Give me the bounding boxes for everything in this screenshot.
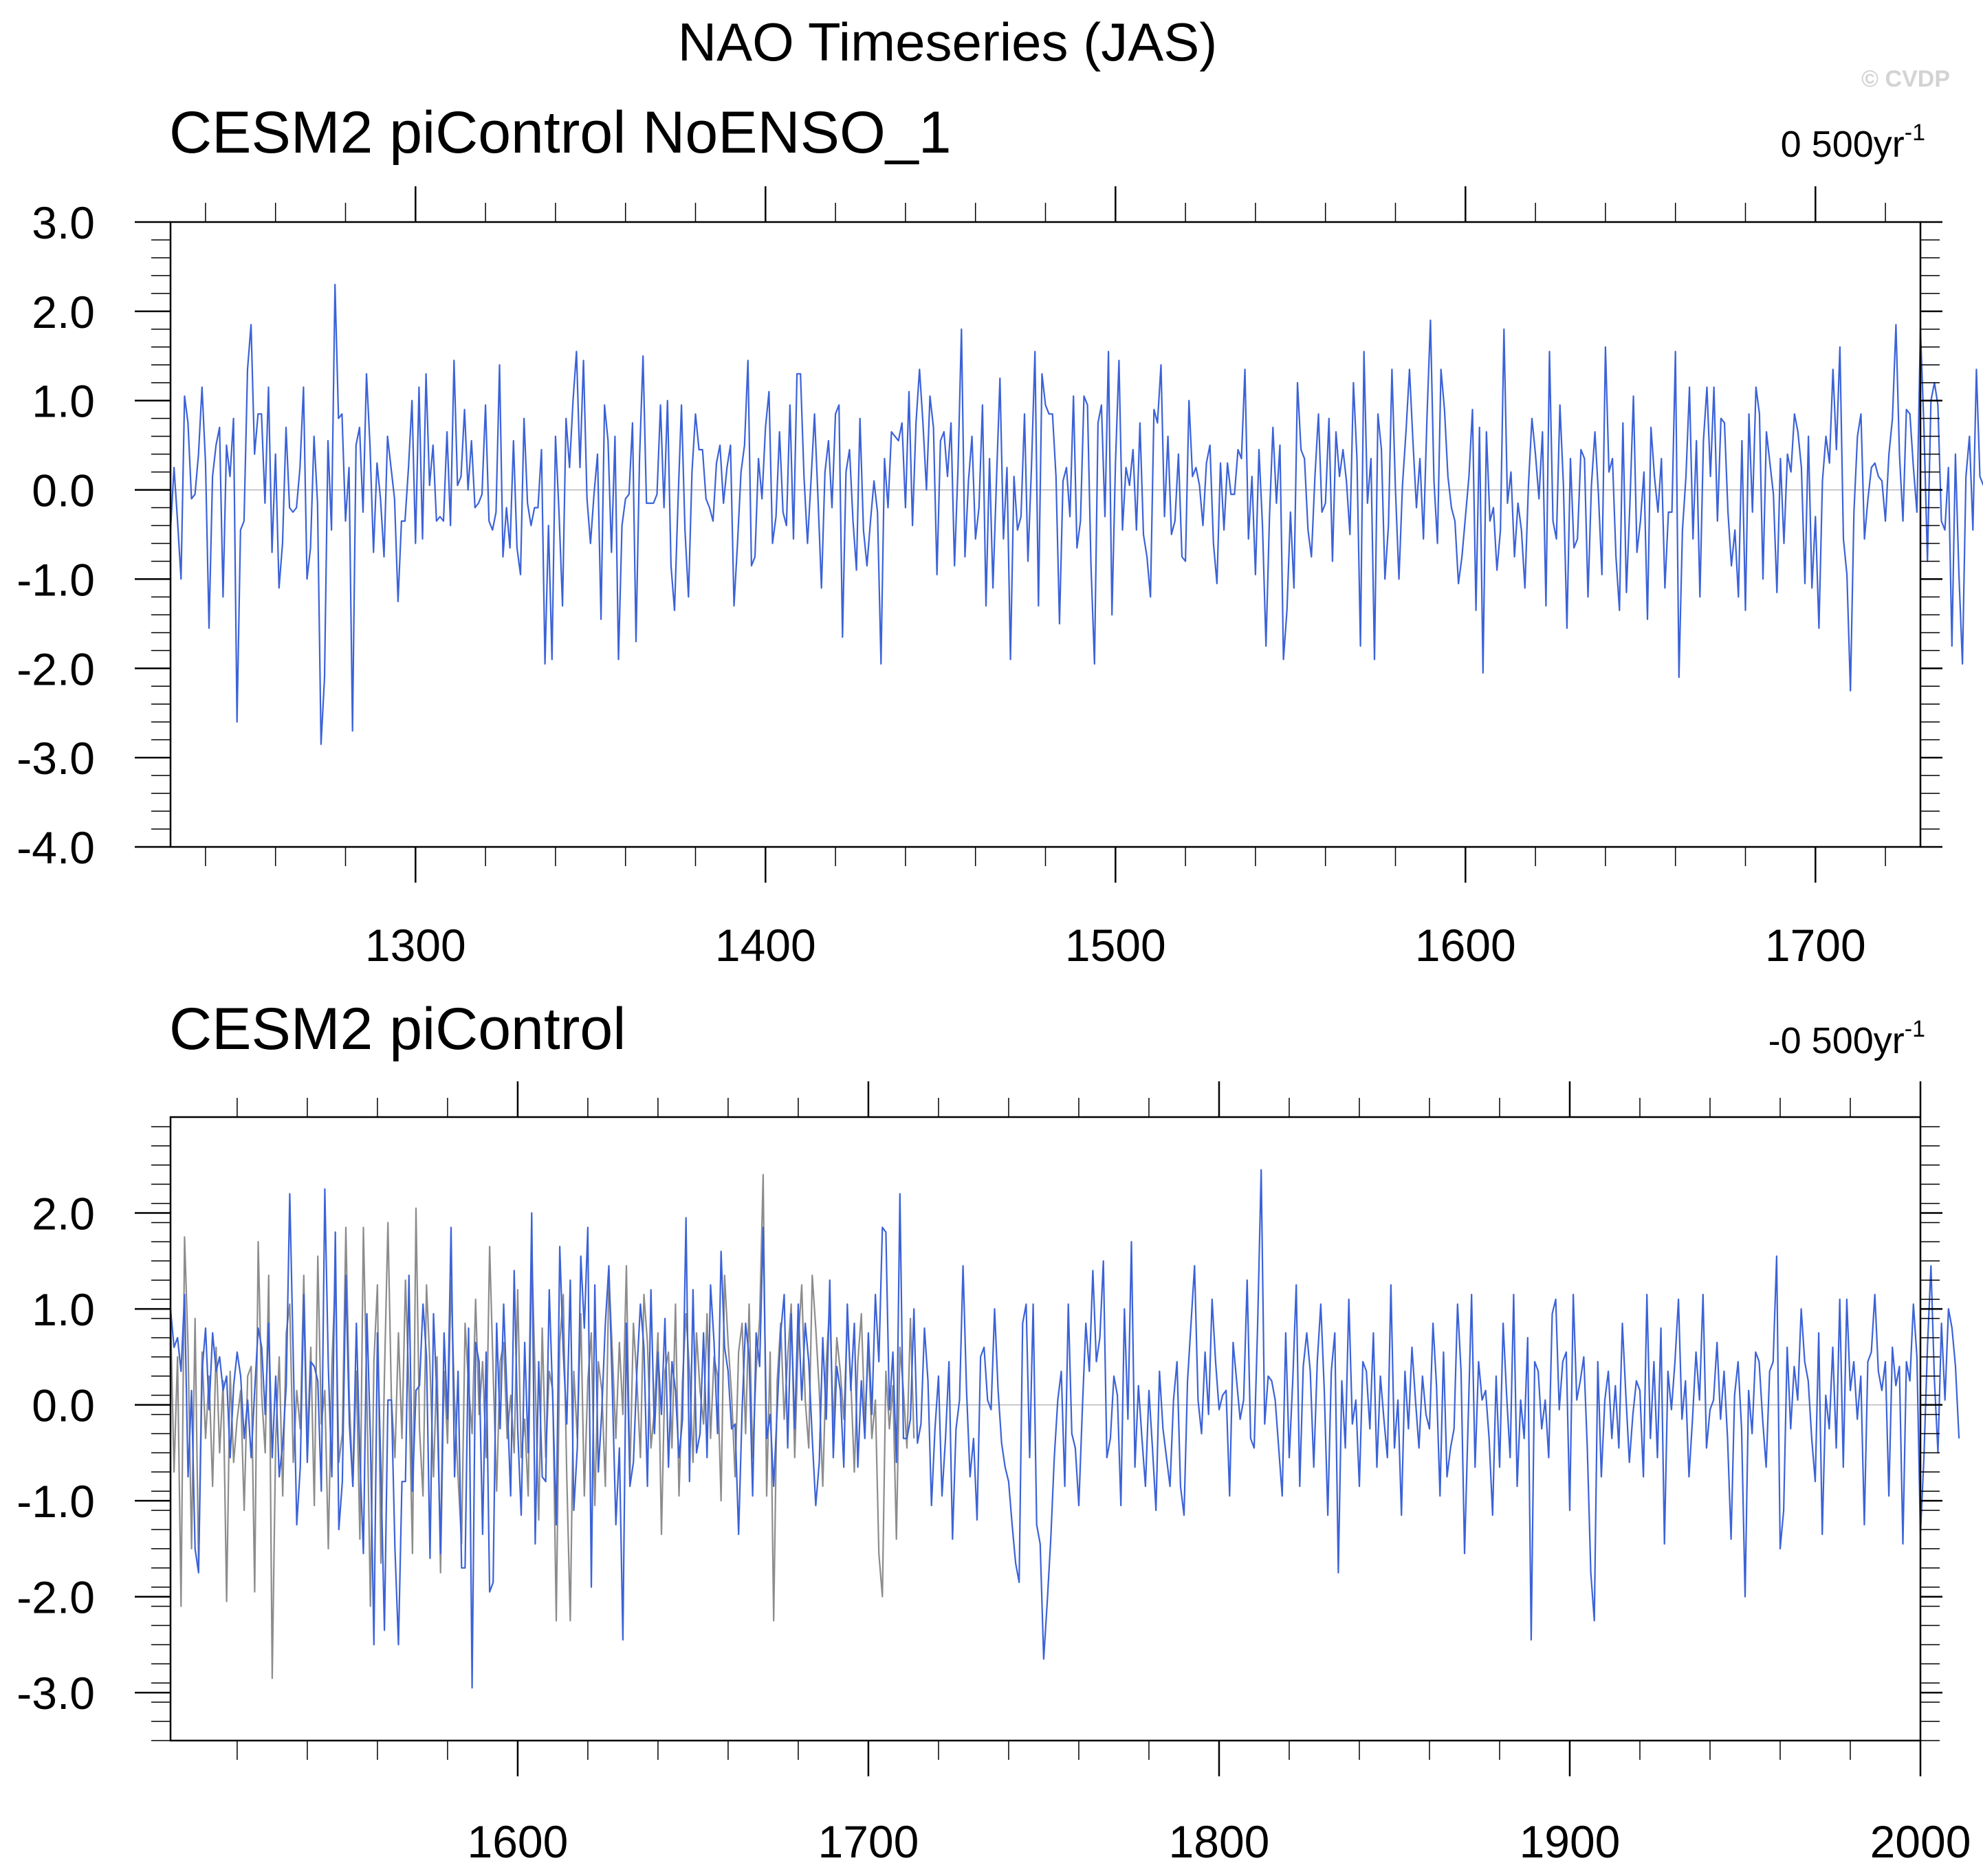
figure-title: NAO Timeseries (JAS): [678, 12, 1217, 72]
panel-2-title: CESM2 piControl: [169, 996, 626, 1062]
panel-2-ytick-label: -1.0: [17, 1476, 95, 1527]
panel-1-ticks: [135, 186, 1942, 883]
panel-1-ytick-label: -1.0: [17, 554, 95, 605]
panel-2-ytick-label: -3.0: [17, 1668, 95, 1719]
panel-2-ticks: [135, 1081, 1942, 1776]
panel-1-xtick-label: 1700: [1765, 920, 1866, 971]
panel-2-trend-value: -0 500yr: [1768, 1020, 1905, 1061]
panel-1-title: CESM2 piControl NoENSO_1: [169, 100, 952, 166]
panel-1-ytick-label: 2.0: [32, 287, 95, 338]
panel-1-ytick-label: -3.0: [17, 733, 95, 784]
panel-2-series-2-line: [169, 1169, 1960, 1689]
panel-1: CESM2 piControl NoENSO_1 0 500yr-1 -4.0-…: [17, 100, 1983, 971]
panel-1-ytick-label: 1.0: [32, 376, 95, 427]
panel-1-frame: [169, 221, 1922, 848]
panel-2-xtick-label: 1800: [1169, 1816, 1270, 1867]
panel-1-xtick-label: 1500: [1065, 920, 1166, 971]
panel-1-ytick-label: 3.0: [32, 197, 95, 248]
panel-2-ytick-label: -2.0: [17, 1572, 95, 1623]
panel-1-ytick-label: -2.0: [17, 643, 95, 694]
copyright-label: © CVDP: [1861, 66, 1950, 92]
panel-1-ytick-label: 0.0: [32, 465, 95, 516]
panel-2-xtick-label: 1900: [1520, 1816, 1621, 1867]
panel-1-series-1-line: [169, 283, 1983, 745]
panel-2-trend: -0 500yr-1: [1768, 1016, 1925, 1061]
panel-2-frame: [169, 1116, 1922, 1742]
panel-2-series-1-line: [169, 1173, 915, 1679]
panel-2: CESM2 piControl -0 500yr-1 -3.0 -2.0 -1.0 0…: [17, 996, 1971, 1867]
panel-1-trend: 0 500yr-1: [1781, 120, 1925, 165]
panel-2-xtick-label: 1700: [818, 1816, 919, 1867]
panel-2-ytick-label: 0.0: [32, 1380, 95, 1431]
panel-2-trend-exponent: -1: [1905, 1016, 1925, 1042]
panel-1-xtick-label: 1600: [1415, 920, 1516, 971]
panel-2-xtick-label: 2000: [1870, 1816, 1971, 1867]
panel-1-trend-exponent: -1: [1905, 120, 1925, 146]
panel-2-tick-labels: -3.0 -2.0 -1.0 0.0 1.0 2.0 1600 1700 1800 1900 200…: [17, 1189, 1971, 1867]
panel-2-xtick-label: 1600: [468, 1816, 569, 1867]
panel-2-ytick-label: 1.0: [32, 1284, 95, 1335]
panel-1-xtick-label: 1400: [715, 920, 816, 971]
panel-1-xtick-label: 1300: [365, 920, 466, 971]
panel-1-ytick-label: -4.0: [17, 822, 95, 873]
panel-1-tick-labels: -4.0 -3.0 -2.0 -1.0 0.0 1.0 2.0 3.0 1300 1400 1500…: [17, 197, 1865, 971]
panel-2-ytick-label: 2.0: [32, 1189, 95, 1239]
panel-1-trend-value: 0 500yr: [1781, 124, 1905, 165]
